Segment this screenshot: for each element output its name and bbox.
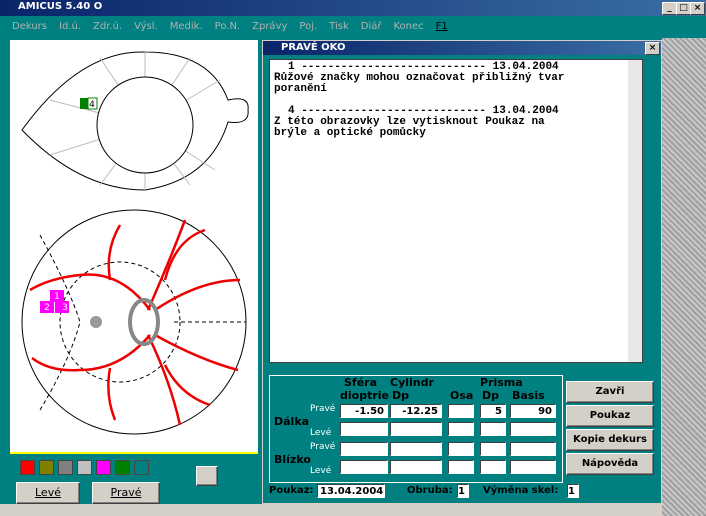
obruba-input[interactable]: 1 xyxy=(457,484,469,498)
swatch[interactable] xyxy=(96,460,111,475)
row-label: Pravé xyxy=(310,442,335,452)
cell-input[interactable] xyxy=(390,460,442,474)
left-eye-button[interactable]: Levé xyxy=(16,482,80,504)
menu-item[interactable]: Výsl. xyxy=(134,16,158,38)
menu-item[interactable]: Id.ú. xyxy=(59,16,81,38)
dialog-title: PRAVÉ OKO xyxy=(281,42,345,53)
divider xyxy=(10,452,258,454)
column-header: Basis xyxy=(512,389,545,402)
cell-input[interactable] xyxy=(448,460,474,474)
vymena-input[interactable]: 1 xyxy=(567,484,579,498)
column-header: Osa xyxy=(450,389,473,402)
dialog-close[interactable]: × xyxy=(645,42,660,55)
cell-input[interactable] xyxy=(480,422,506,436)
dialog: PRAVÉ OKO × 1 ---------------------------… xyxy=(262,40,662,504)
menu-item[interactable]: Zprávy xyxy=(252,16,287,38)
cell-input[interactable] xyxy=(340,460,388,474)
dialog-button[interactable]: Nápověda xyxy=(566,453,654,475)
obruba-label: Obruba: xyxy=(407,485,453,496)
entry-line: Růžové značky mohou označovat přibližný … xyxy=(274,73,638,84)
iris xyxy=(97,77,193,173)
menu-item[interactable]: Tisk xyxy=(329,16,349,38)
entry-line: poranění xyxy=(274,84,638,95)
cell-input[interactable] xyxy=(390,422,442,436)
poukaz-input[interactable]: 13.04.2004 xyxy=(317,484,385,498)
cell-input[interactable]: -12.25 xyxy=(390,404,442,418)
cell-input[interactable] xyxy=(340,422,388,436)
screen: AMICUS 5.40 O _□× DekursId.ú.Zdr.ú.Výsl.… xyxy=(0,0,706,516)
menu-item[interactable]: Diář xyxy=(361,16,382,38)
cell-input[interactable] xyxy=(448,404,474,418)
cell-input[interactable]: -1.50 xyxy=(340,404,388,418)
column-header: dioptrie xyxy=(340,389,389,402)
column-header: Dp xyxy=(392,389,409,402)
color-button[interactable] xyxy=(196,466,218,486)
menu-item[interactable]: Konec xyxy=(393,16,423,38)
cell-input[interactable]: 5 xyxy=(480,404,506,418)
swatch[interactable] xyxy=(115,460,130,475)
notes-text: 1 ---------------------------- 13.04.200… xyxy=(270,60,642,152)
vymena-label: Výměna skel: xyxy=(483,485,558,496)
menu-bar: Dekurs Id.ú. Zdr.ú. Výsl. Medik. Po.N. Zprávy P… xyxy=(0,16,706,38)
swatch[interactable] xyxy=(77,460,92,475)
cell-input[interactable] xyxy=(390,442,442,456)
scrollbar[interactable] xyxy=(628,60,642,362)
cell-input[interactable] xyxy=(510,422,556,436)
section-label: Blízko xyxy=(274,453,311,466)
poukaz-label: Poukaz: xyxy=(269,485,314,496)
menu-item[interactable]: Zdr.ú. xyxy=(93,16,122,38)
menu-item[interactable]: Medik. xyxy=(170,16,203,38)
marker-label: 1 xyxy=(54,292,60,302)
row-label: Pravé xyxy=(310,404,335,414)
group-header: Cylindr xyxy=(390,376,434,389)
dialog-button[interactable]: Zavři xyxy=(566,381,654,403)
minimize[interactable]: _ xyxy=(662,2,677,15)
dialog-button[interactable]: Poukaz xyxy=(566,405,654,427)
notes-area[interactable]: 1 ---------------------------- 13.04.200… xyxy=(269,59,643,363)
maximize[interactable]: □ xyxy=(676,2,691,15)
menu-item[interactable]: Dekurs xyxy=(12,16,47,38)
app-title: AMICUS 5.40 O xyxy=(18,1,102,12)
cell-input[interactable] xyxy=(340,442,388,456)
menu-item[interactable]: Po.N. xyxy=(215,16,240,38)
cell-input[interactable] xyxy=(480,442,506,456)
cell-input[interactable]: 90 xyxy=(510,404,556,418)
app-titlebar: AMICUS 5.40 O _□× xyxy=(0,0,706,16)
menu-item[interactable]: Poj. xyxy=(299,16,317,38)
cell-input[interactable] xyxy=(448,442,474,456)
cell-input[interactable] xyxy=(448,422,474,436)
marker-label: 4 xyxy=(89,100,95,110)
swatch[interactable] xyxy=(134,460,149,475)
dialog-button[interactable]: Kopie dekurs xyxy=(566,429,654,451)
status-bar xyxy=(0,504,662,516)
cell-input[interactable] xyxy=(510,460,556,474)
marker-label: 2 xyxy=(44,303,50,313)
cell-input[interactable] xyxy=(510,442,556,456)
desktop xyxy=(662,38,706,516)
group-header: Prisma xyxy=(480,376,523,389)
eye-diagram: 4 1 2 3 xyxy=(10,40,258,452)
entry-line: brýle a optické pomůcky xyxy=(274,128,638,139)
spacer xyxy=(274,139,638,150)
cell-input[interactable] xyxy=(480,460,506,474)
section-label: Dálka xyxy=(274,415,309,428)
row-label: Levé xyxy=(310,428,331,438)
dialog-titlebar: PRAVÉ OKO × xyxy=(263,41,661,55)
swatch[interactable] xyxy=(39,460,54,475)
right-eye-button[interactable]: Pravé xyxy=(92,482,160,504)
group-header: Sféra xyxy=(344,376,377,389)
swatch[interactable] xyxy=(58,460,73,475)
close[interactable]: × xyxy=(690,2,705,15)
column-header: Dp xyxy=(482,389,499,402)
color-palette xyxy=(20,460,149,475)
row-label: Levé xyxy=(310,466,331,476)
macula xyxy=(90,316,102,328)
menu-item[interactable]: F1 xyxy=(436,16,448,38)
swatch[interactable] xyxy=(20,460,35,475)
marker-label: 3 xyxy=(62,303,68,313)
